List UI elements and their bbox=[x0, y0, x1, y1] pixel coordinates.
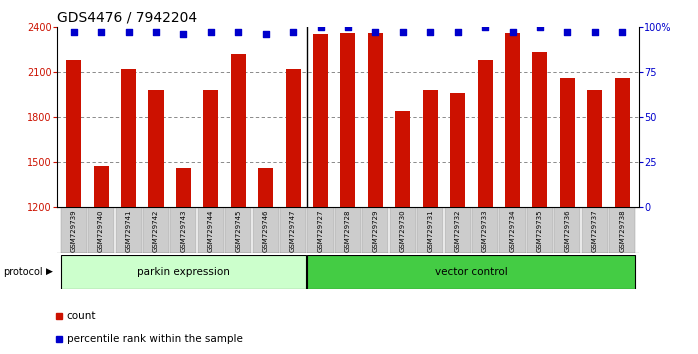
Text: GSM729735: GSM729735 bbox=[537, 210, 543, 252]
Bar bbox=[253, 207, 279, 253]
Point bbox=[342, 24, 353, 29]
Text: GDS4476 / 7942204: GDS4476 / 7942204 bbox=[57, 11, 198, 25]
Text: GSM729744: GSM729744 bbox=[208, 210, 214, 252]
Bar bbox=[445, 207, 470, 253]
Bar bbox=[615, 78, 630, 207]
Bar bbox=[450, 93, 465, 207]
Point bbox=[424, 29, 436, 35]
Point bbox=[68, 29, 80, 35]
Text: GSM729745: GSM729745 bbox=[235, 210, 242, 252]
Bar bbox=[121, 69, 136, 207]
Point bbox=[96, 29, 107, 35]
Text: vector control: vector control bbox=[435, 267, 507, 277]
Bar bbox=[395, 111, 410, 207]
Bar bbox=[533, 52, 547, 207]
Text: GSM729747: GSM729747 bbox=[290, 210, 296, 252]
Text: GSM729746: GSM729746 bbox=[262, 210, 269, 252]
Bar bbox=[231, 53, 246, 207]
Bar bbox=[472, 207, 498, 253]
Bar bbox=[66, 59, 81, 207]
Bar bbox=[280, 207, 306, 253]
Bar bbox=[198, 207, 224, 253]
Bar bbox=[88, 207, 114, 253]
Bar bbox=[389, 207, 416, 253]
Bar bbox=[368, 33, 383, 207]
Bar bbox=[587, 90, 602, 207]
Bar bbox=[505, 33, 520, 207]
Bar bbox=[417, 207, 443, 253]
Text: GSM729739: GSM729739 bbox=[70, 210, 77, 252]
Bar bbox=[115, 207, 142, 253]
Bar bbox=[477, 59, 493, 207]
Bar bbox=[61, 207, 87, 253]
Bar bbox=[94, 166, 109, 207]
Bar bbox=[61, 255, 306, 289]
Bar bbox=[176, 168, 191, 207]
Bar bbox=[335, 207, 361, 253]
Bar bbox=[258, 168, 273, 207]
Bar bbox=[313, 34, 328, 207]
Point bbox=[232, 29, 244, 35]
Text: count: count bbox=[67, 311, 96, 321]
Point bbox=[480, 24, 491, 29]
Point bbox=[315, 24, 326, 29]
Bar bbox=[203, 90, 218, 207]
Bar bbox=[149, 90, 163, 207]
Text: GSM729741: GSM729741 bbox=[126, 210, 131, 252]
Text: GSM729729: GSM729729 bbox=[372, 210, 378, 252]
Text: percentile rank within the sample: percentile rank within the sample bbox=[67, 334, 243, 344]
Text: ▶: ▶ bbox=[46, 267, 53, 276]
Text: GSM729742: GSM729742 bbox=[153, 210, 159, 252]
Bar bbox=[341, 33, 355, 207]
Point bbox=[205, 29, 216, 35]
Point bbox=[535, 24, 546, 29]
Bar bbox=[285, 69, 301, 207]
Point bbox=[288, 29, 299, 35]
Bar bbox=[581, 207, 608, 253]
Text: GSM729736: GSM729736 bbox=[565, 210, 570, 252]
Bar bbox=[500, 207, 526, 253]
Bar bbox=[527, 207, 553, 253]
Point bbox=[452, 29, 463, 35]
Text: GSM729727: GSM729727 bbox=[318, 210, 324, 252]
Bar bbox=[609, 207, 635, 253]
Bar bbox=[170, 207, 196, 253]
Bar bbox=[423, 90, 438, 207]
Point bbox=[397, 29, 408, 35]
Bar bbox=[308, 255, 635, 289]
Point bbox=[507, 29, 518, 35]
Text: GSM729740: GSM729740 bbox=[98, 210, 104, 252]
Text: GSM729730: GSM729730 bbox=[400, 210, 406, 252]
Bar bbox=[308, 207, 334, 253]
Point bbox=[370, 29, 381, 35]
Point bbox=[123, 29, 134, 35]
Point bbox=[260, 31, 272, 36]
Text: GSM729733: GSM729733 bbox=[482, 210, 488, 252]
Bar bbox=[362, 207, 388, 253]
Text: GSM729743: GSM729743 bbox=[180, 210, 186, 252]
Bar bbox=[554, 207, 581, 253]
Text: GSM729728: GSM729728 bbox=[345, 210, 351, 252]
Bar bbox=[143, 207, 169, 253]
Point bbox=[562, 29, 573, 35]
Bar bbox=[560, 78, 575, 207]
Text: parkin expression: parkin expression bbox=[137, 267, 230, 277]
Text: GSM729734: GSM729734 bbox=[510, 210, 516, 252]
Point bbox=[616, 29, 628, 35]
Text: protocol: protocol bbox=[3, 267, 43, 277]
Text: GSM729731: GSM729731 bbox=[427, 210, 433, 252]
Point bbox=[178, 31, 189, 36]
Text: GSM729737: GSM729737 bbox=[592, 210, 597, 252]
Point bbox=[589, 29, 600, 35]
Text: GSM729738: GSM729738 bbox=[619, 210, 625, 252]
Bar bbox=[225, 207, 251, 253]
Text: GSM729732: GSM729732 bbox=[454, 210, 461, 252]
Point bbox=[150, 29, 161, 35]
